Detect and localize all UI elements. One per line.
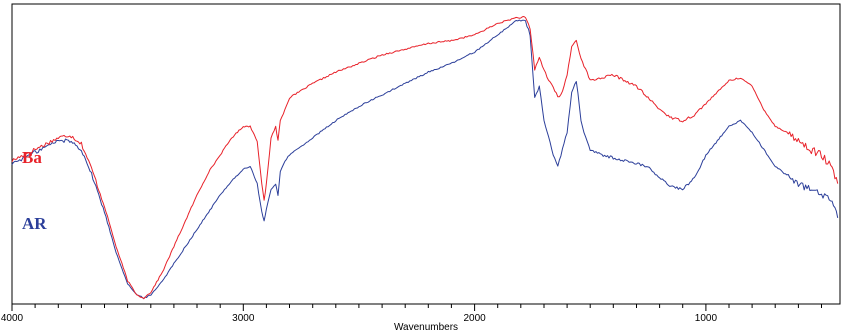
x-tick-label: 3000: [232, 313, 255, 324]
x-axis: 4000 3000 2000 1000: [1, 304, 822, 324]
x-tick-label: 2000: [463, 313, 486, 324]
series-label-ba: Ba: [22, 148, 42, 167]
series-line-ar: [11, 19, 839, 300]
series-label-ar: AR: [22, 214, 47, 233]
series-layer: [11, 16, 839, 300]
series-line-ba: [11, 16, 839, 300]
chart-frame: [11, 3, 841, 305]
x-tick-label: 4000: [1, 313, 24, 324]
x-axis-title: Wavenumbers: [394, 322, 458, 333]
x-tick-label: 1000: [695, 313, 718, 324]
